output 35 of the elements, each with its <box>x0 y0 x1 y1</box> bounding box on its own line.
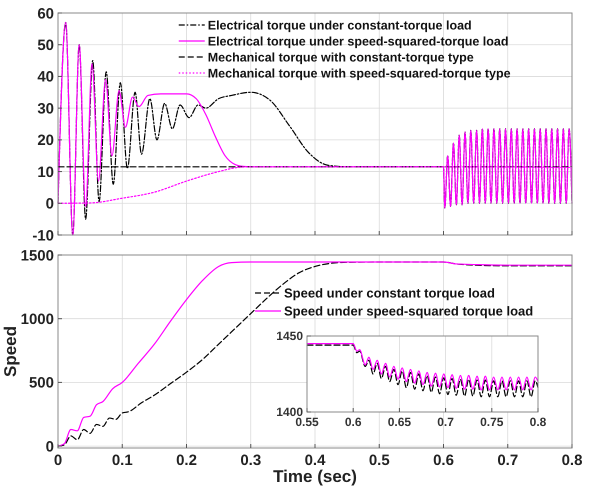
x-tick-label: 0.65 <box>388 415 412 429</box>
x-tick-label: 0.55 <box>295 415 319 429</box>
legend-label: Electrical torque under constant-torque load <box>208 18 472 32</box>
y-tick-label: 0 <box>46 196 54 213</box>
x-tick-label: 0.2 <box>176 452 197 469</box>
y-axis-title: Speed <box>1 326 20 378</box>
x-tick-label: 0.7 <box>437 415 454 429</box>
y-tick-label: 20 <box>37 132 54 150</box>
legend-label: Speed under constant torque load <box>284 286 495 301</box>
y-tick-label: 40 <box>37 68 54 86</box>
legend-label: Speed under speed-squared torque load <box>284 304 534 319</box>
y-tick-label: 0 <box>46 438 54 456</box>
y-tick-label: 50 <box>37 36 54 54</box>
y-tick-label: 1500 <box>20 247 54 264</box>
y-tick-label: 10 <box>37 164 54 181</box>
x-tick-label: 0.3 <box>240 452 262 469</box>
y-tick-label: 500 <box>28 374 54 392</box>
legend-label: Mechanical torque with constant-torque type <box>208 50 474 64</box>
x-tick-label: 0.8 <box>530 415 547 429</box>
x-tick-label: 0.5 <box>368 452 390 469</box>
y-tick-label: -10 <box>32 227 54 244</box>
y-tick-label: 1000 <box>20 310 54 328</box>
y-tick-label: 60 <box>37 5 54 22</box>
legend-label: Electrical torque under speed-squared-torque load <box>208 34 509 48</box>
x-axis-title: Time (sec) <box>273 467 357 486</box>
x-tick-label: 0.6 <box>344 415 362 429</box>
x-tick-label: 0.7 <box>497 452 518 469</box>
y-tick-label: 1450 <box>276 329 304 344</box>
legend-label: Mechanical torque with speed-squared-torque type <box>208 66 511 80</box>
x-tick-label: 0.75 <box>480 415 504 429</box>
x-tick-label: 0.6 <box>433 452 454 469</box>
x-tick-label: 0.4 <box>304 452 326 469</box>
x-tick-label: 0.1 <box>112 452 133 469</box>
y-tick-label: 30 <box>37 100 54 118</box>
x-tick-label: 0.8 <box>562 452 582 469</box>
